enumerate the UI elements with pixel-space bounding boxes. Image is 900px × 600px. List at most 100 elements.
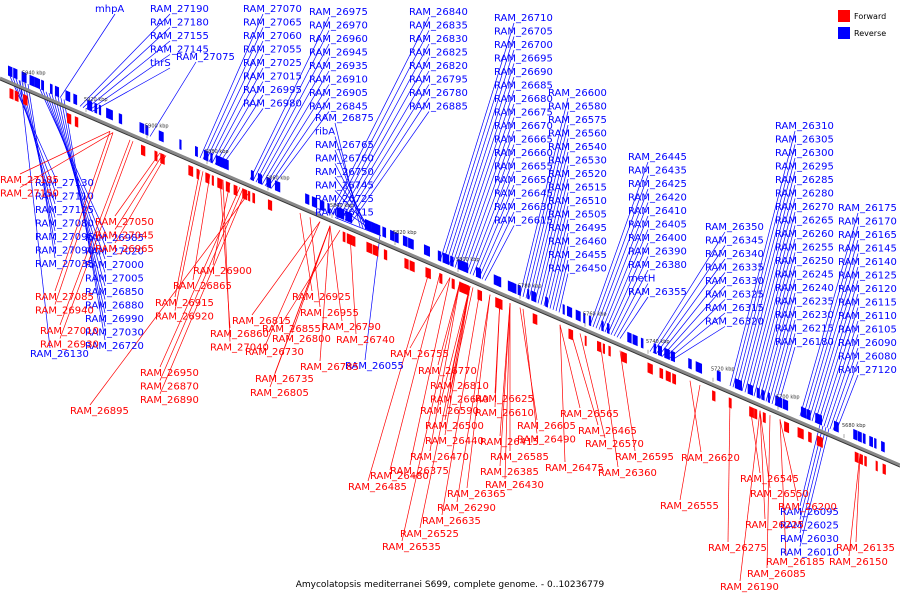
reverse-gene-label: RAM_26170 [838, 217, 897, 228]
forward-gene-label: RAM_26785 [300, 362, 359, 373]
forward-gene-feature [602, 343, 605, 355]
tick-label: 5680 kbp [842, 423, 866, 429]
forward-gene-label: RAM_26610 [475, 408, 534, 419]
forward-gene-label: RAM_26590 [420, 406, 479, 417]
forward-gene-label: RAM_26940 [35, 306, 94, 317]
reverse-gene-feature [862, 433, 866, 445]
reverse-leader-line [249, 16, 330, 180]
reverse-gene-feature [250, 169, 254, 182]
forward-leader-line [619, 350, 636, 452]
reverse-gene-label: RAM_27110 [35, 192, 94, 203]
reverse-gene-feature [517, 284, 521, 296]
reverse-leader-line [332, 30, 430, 216]
reverse-leader-line [661, 285, 726, 357]
reverse-gene-feature [815, 412, 823, 426]
reverse-leader-line [261, 70, 330, 185]
reverse-leader-line [457, 103, 515, 270]
forward-gene-label: RAM_26925 [292, 292, 351, 303]
reverse-gene-label: RAM_26630 [494, 202, 553, 213]
forward-gene-feature [451, 278, 455, 290]
reverse-leader-line [481, 211, 515, 280]
reverse-gene-label: RAM_26520 [548, 169, 607, 180]
forward-gene-label: RAM_26920 [155, 312, 214, 323]
reverse-gene-feature [341, 208, 345, 221]
forward-gene-feature [205, 172, 210, 185]
forward-leader-line [401, 281, 461, 542]
reverse-leader-line [655, 258, 726, 355]
reverse-gene-feature [664, 347, 670, 361]
reverse-gene-label: RAM_26750 [315, 167, 374, 178]
reverse-gene-feature [442, 252, 450, 266]
reverse-gene-feature [566, 305, 573, 319]
reverse-gene-label: RAM_26380 [628, 260, 687, 271]
reverse-leader-line [670, 326, 726, 361]
reverse-gene-feature [874, 437, 877, 449]
reverse-gene-label: RAM_26120 [838, 284, 897, 295]
reverse-leader-line [741, 184, 796, 392]
reverse-gene-label: RAM_26990 [85, 314, 144, 325]
reverse-gene-feature [94, 102, 98, 114]
forward-gene-label: RAM_26790 [322, 322, 381, 333]
reverse-gene-label: RAM_26880 [85, 301, 144, 312]
reverse-gene-label: RAM_26645 [494, 189, 553, 200]
reverse-gene-label: RAM_26655 [494, 162, 553, 173]
reverse-leader-line [735, 157, 796, 389]
forward-gene-feature [211, 175, 214, 186]
reverse-gene-feature [695, 361, 703, 374]
forward-leader-line [456, 294, 491, 503]
reverse-gene-label: RAM_26850 [85, 287, 144, 298]
reverse-leader-line [811, 266, 859, 422]
forward-gene-feature [23, 93, 28, 106]
reverse-leader-line [552, 246, 569, 310]
reverse-leader-line [445, 49, 515, 264]
reverse-gene-feature [118, 113, 123, 125]
reverse-gene-feature [34, 76, 41, 90]
reverse-gene-feature [688, 357, 692, 370]
forward-leader-line [855, 453, 861, 543]
forward-gene-label: RAM_27150 [0, 189, 59, 200]
reverse-gene-feature [833, 420, 839, 433]
reverse-gene-label: RAM_26975 [309, 7, 368, 18]
reverse-gene-label: RAM_26410 [628, 206, 687, 217]
reverse-gene-feature [498, 276, 502, 288]
reverse-gene-feature [881, 440, 885, 453]
reverse-leader-line [264, 84, 330, 187]
forward-gene-label: RAM_26605 [517, 421, 576, 432]
reverse-gene-label: RAM_26705 [494, 27, 553, 38]
reverse-gene-label: RAM_27080 [35, 219, 94, 230]
forward-leader-line [159, 187, 241, 368]
reverse-gene-feature [305, 193, 310, 206]
reverse-gene-label: RAM_26540 [548, 142, 607, 153]
reverse-gene-label: RAM_26615 [494, 216, 553, 227]
reverse-leader-line [805, 239, 859, 419]
reverse-gene-label: RAM_26945 [309, 48, 368, 59]
forward-gene-feature [728, 397, 732, 409]
reverse-leader-line [616, 283, 649, 338]
forward-gene-label: RAM_26805 [250, 388, 309, 399]
reverse-leader-line [756, 252, 796, 398]
reverse-leader-line [799, 424, 821, 507]
reverse-gene-label: RAM_26710 [494, 13, 553, 24]
forward-gene-label: RAM_26535 [382, 542, 441, 553]
forward-gene-feature [14, 90, 19, 102]
reverse-gene-label: RAM_26910 [309, 75, 368, 86]
forward-gene-feature [784, 421, 790, 434]
reverse-gene-label: RAM_26080 [838, 352, 897, 363]
reverse-gene-feature [375, 223, 381, 236]
reverse-gene-label: RAM_26455 [548, 250, 607, 261]
reverse-gene-feature [575, 309, 581, 322]
forward-leader-line [174, 169, 201, 298]
reverse-gene-feature [493, 274, 501, 288]
reverse-gene-label: RAM_26795 [409, 75, 468, 86]
reverse-gene-label: RAM_26970 [309, 21, 368, 32]
reverse-gene-label: RAM_26340 [705, 249, 764, 260]
reverse-gene-feature [423, 244, 430, 257]
reverse-leader-line [329, 16, 430, 215]
tick-label: 5880 kbp [205, 149, 229, 155]
legend-forward-swatch [838, 10, 850, 22]
forward-gene-label: RAM_26900 [193, 266, 252, 277]
reverse-gene-label: RAM_26315 [705, 303, 764, 314]
reverse-leader-line [344, 84, 430, 221]
reverse-gene-label: RAM_26560 [548, 129, 607, 140]
reverse-gene-feature [627, 331, 632, 344]
